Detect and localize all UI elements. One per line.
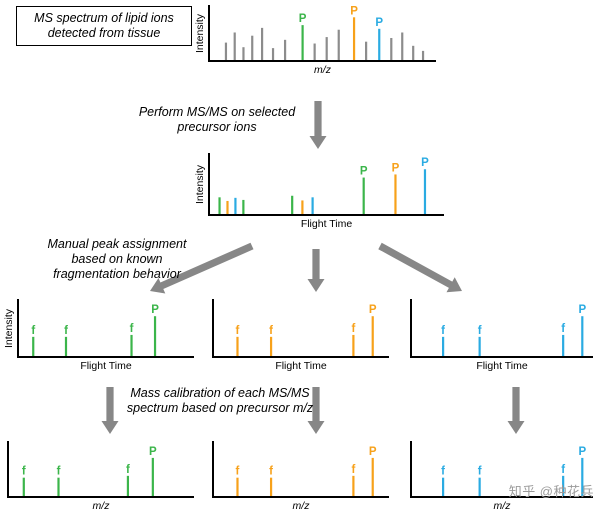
svg-text:Intensity: Intensity [194,164,206,204]
annotation-manual-assignment: Manual peak assignment based on known fr… [47,237,187,281]
svg-text:f: f [269,325,273,337]
arrow-down-to-msms-icon [309,101,327,149]
svg-text:P: P [392,162,400,174]
svg-text:f: f [351,323,355,335]
svg-text:P: P [578,304,586,316]
svg-text:f: f [57,466,61,478]
svg-text:m/z: m/z [293,500,311,512]
svg-text:Flight Time: Flight Time [301,218,353,230]
svg-text:P: P [375,17,383,29]
svg-text:m/z: m/z [93,500,111,512]
svg-text:Intensity: Intensity [3,308,15,348]
arrow-branch-middle-icon [307,249,325,292]
annotation-perform-msms: Perform MS/MS on selected precursor ions [138,105,296,134]
svg-text:P: P [350,5,358,17]
svg-text:f: f [31,325,35,337]
svg-text:f: f [561,464,565,476]
chart-msms-blue-flight-time: f f f P Flight Time [407,296,597,372]
chart-msms-combined: P P P Flight Time Intensity [193,150,448,230]
svg-text:P: P [151,304,159,316]
svg-text:f: f [441,466,445,478]
svg-text:m/z: m/z [314,64,332,76]
svg-text:f: f [478,325,482,337]
svg-text:P: P [369,446,377,458]
svg-text:f: f [478,466,482,478]
svg-text:P: P [578,446,586,458]
chart-msms-orange-flight-time: f f f P Flight Time [209,296,393,372]
arrow-calibration-middle-icon [307,387,325,434]
svg-text:f: f [126,464,130,476]
arrow-calibration-right-icon [507,387,525,434]
svg-text:f: f [236,325,240,337]
svg-text:P: P [421,157,429,169]
svg-text:m/z: m/z [494,500,512,512]
svg-text:P: P [369,304,377,316]
svg-text:P: P [299,13,307,25]
svg-text:f: f [64,325,68,337]
svg-text:P: P [360,166,368,178]
svg-text:f: f [561,323,565,335]
arrow-branch-left-icon [150,242,254,294]
svg-text:f: f [236,466,240,478]
svg-text:f: f [441,325,445,337]
svg-text:f: f [269,466,273,478]
annotation-mass-calibration: Mass calibration of each MS/MS spectrum … [126,386,314,415]
svg-text:P: P [149,446,157,458]
annotation-ms-spectrum-box: MS spectrum of lipid ions detected from … [16,6,192,46]
arrow-calibration-left-icon [101,387,119,434]
arrow-branch-right-icon [378,242,462,293]
svg-text:Intensity: Intensity [194,13,206,53]
chart-msms-green-flight-time: f f f P Flight Time Intensity [2,296,198,372]
svg-text:f: f [22,466,26,478]
svg-text:Flight Time: Flight Time [80,360,132,372]
svg-text:f: f [351,464,355,476]
svg-text:f: f [130,323,134,335]
watermark: 知乎 @种花兵 [508,484,594,499]
svg-text:Flight Time: Flight Time [476,360,528,372]
svg-text:Flight Time: Flight Time [275,360,327,372]
